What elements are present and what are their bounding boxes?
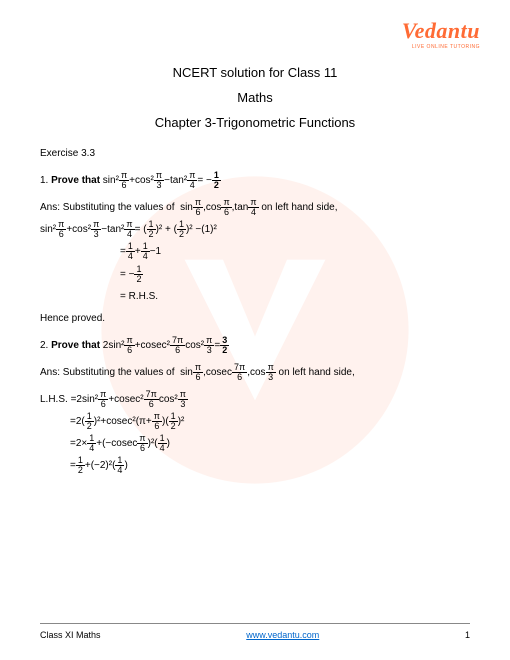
problem-1-step-2: =14+14−1 [40,242,470,261]
problem-1-statement: 1. Prove that sin²π6+cos²π3−tan²π4= −12 [40,171,470,190]
problem-2-statement: 2. Prove that 2sin²π6+cosec²7π6cos²π3=32 [40,336,470,355]
page-footer: Class XI Maths www.vedantu.com 1 [40,623,470,640]
title-line-2: Maths [40,90,470,105]
content-area: NCERT solution for Class 11 Maths Chapte… [40,65,470,476]
title-block: NCERT solution for Class 11 Maths Chapte… [40,65,470,130]
title-line-1: NCERT solution for Class 11 [40,65,470,80]
footer-link[interactable]: www.vedantu.com [246,630,319,640]
problem-2-step-4: =12+(−2)²(14) [40,456,470,475]
problem-1-conclusion: Hence proved. [40,309,470,328]
exercise-label: Exercise 3.3 [40,148,470,159]
brand-tagline: LIVE ONLINE TUTORING [402,44,480,50]
brand-name: Vedantu [402,18,480,44]
problem-2-answer-intro: Ans: Substituting the values of sinπ6,co… [40,363,470,382]
problem-1-step-3: = −12 [40,265,470,284]
brand-block: Vedantu LIVE ONLINE TUTORING [402,18,480,50]
problem-1-step-4: = R.H.S. [40,287,470,306]
problem-2-step-2: =2(12)²+cosec²(π+π6)(12)² [40,412,470,431]
problem-1-step-1: sin²π6+cos²π3−tan²π4= (12)² + (12)² −(1)… [40,220,470,239]
problem-2-step-3: =2×14+(−cosecπ6)²(14) [40,434,470,453]
footer-page-number: 1 [465,630,470,640]
footer-left: Class XI Maths [40,630,101,640]
title-line-3: Chapter 3-Trigonometric Functions [40,115,470,130]
page: Vedantu LIVE ONLINE TUTORING NCERT solut… [0,0,510,660]
problem-1-answer-intro: Ans: Substituting the values of sinπ6,co… [40,198,470,217]
problem-2-step-1: L.H.S. =2sin²π6+cosec²7π6cos²π3 [40,390,470,409]
